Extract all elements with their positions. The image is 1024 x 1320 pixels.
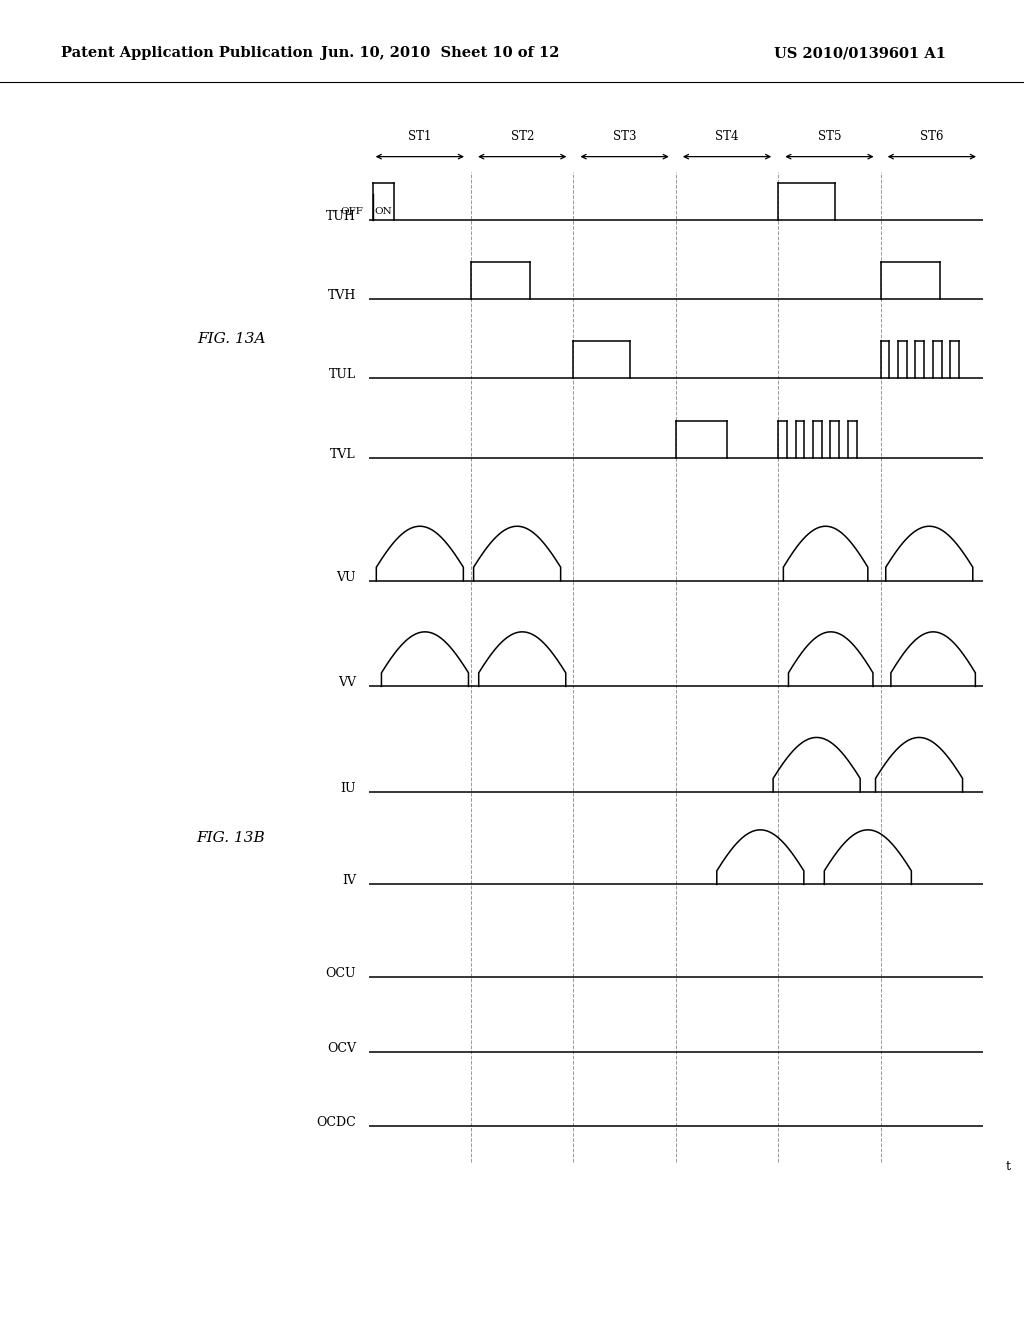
Text: ST3: ST3 [613,129,636,143]
Text: ST6: ST6 [921,129,943,143]
Text: Jun. 10, 2010  Sheet 10 of 12: Jun. 10, 2010 Sheet 10 of 12 [322,46,559,61]
Text: VV: VV [338,676,356,689]
Text: t: t [1006,1159,1011,1172]
Text: ON: ON [375,207,392,215]
Text: OCU: OCU [326,966,356,979]
Text: OFF: OFF [340,207,364,215]
Text: VU: VU [336,570,356,583]
Text: TVH: TVH [328,289,356,302]
Text: TUH: TUH [326,210,356,223]
Text: TVL: TVL [330,447,356,461]
Text: ST2: ST2 [511,129,534,143]
Text: IV: IV [342,874,356,887]
Text: OCV: OCV [327,1041,356,1055]
Text: TUL: TUL [329,368,356,381]
Text: IU: IU [340,781,356,795]
Text: FIG. 13A: FIG. 13A [197,331,265,346]
Text: Patent Application Publication: Patent Application Publication [61,46,313,61]
Text: ST1: ST1 [409,129,431,143]
Text: US 2010/0139601 A1: US 2010/0139601 A1 [774,46,946,61]
Text: ST4: ST4 [716,129,738,143]
Text: FIG. 13B: FIG. 13B [197,832,265,845]
Text: ST5: ST5 [818,129,841,143]
Text: OCDC: OCDC [316,1117,356,1130]
